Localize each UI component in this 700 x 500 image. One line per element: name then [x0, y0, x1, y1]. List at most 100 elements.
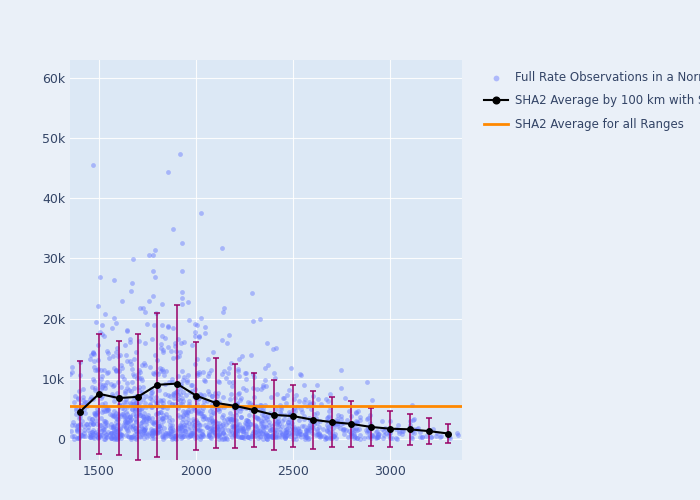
Full Rate Observations in a Normal Point — [301, 426, 312, 434]
Full Rate Observations in a Normal Point — [180, 418, 191, 426]
Full Rate Observations in a Normal Point — [88, 357, 99, 365]
Full Rate Observations in a Normal Point — [199, 376, 210, 384]
Full Rate Observations in a Normal Point — [172, 391, 183, 399]
Full Rate Observations in a Normal Point — [66, 364, 78, 372]
Full Rate Observations in a Normal Point — [267, 428, 279, 436]
Full Rate Observations in a Normal Point — [237, 404, 248, 412]
Full Rate Observations in a Normal Point — [153, 422, 164, 430]
Full Rate Observations in a Normal Point — [242, 433, 253, 441]
Full Rate Observations in a Normal Point — [164, 425, 175, 433]
Full Rate Observations in a Normal Point — [288, 424, 300, 432]
Full Rate Observations in a Normal Point — [280, 398, 291, 406]
Full Rate Observations in a Normal Point — [75, 410, 86, 418]
Full Rate Observations in a Normal Point — [260, 423, 271, 431]
Full Rate Observations in a Normal Point — [66, 368, 77, 376]
Full Rate Observations in a Normal Point — [110, 366, 121, 374]
Full Rate Observations in a Normal Point — [134, 427, 145, 435]
Full Rate Observations in a Normal Point — [225, 390, 237, 398]
Full Rate Observations in a Normal Point — [364, 411, 375, 419]
Full Rate Observations in a Normal Point — [111, 427, 122, 435]
Full Rate Observations in a Normal Point — [211, 418, 223, 426]
Full Rate Observations in a Normal Point — [332, 415, 343, 423]
Full Rate Observations in a Normal Point — [227, 416, 238, 424]
Full Rate Observations in a Normal Point — [282, 391, 293, 399]
Full Rate Observations in a Normal Point — [89, 378, 100, 386]
Full Rate Observations in a Normal Point — [169, 339, 181, 347]
Full Rate Observations in a Normal Point — [126, 360, 137, 368]
Full Rate Observations in a Normal Point — [135, 422, 146, 430]
Full Rate Observations in a Normal Point — [189, 328, 200, 336]
Full Rate Observations in a Normal Point — [252, 414, 263, 422]
Full Rate Observations in a Normal Point — [164, 429, 175, 437]
Full Rate Observations in a Normal Point — [202, 423, 213, 431]
Full Rate Observations in a Normal Point — [216, 420, 228, 428]
Full Rate Observations in a Normal Point — [258, 381, 269, 389]
Full Rate Observations in a Normal Point — [122, 432, 133, 440]
Full Rate Observations in a Normal Point — [223, 332, 235, 340]
Full Rate Observations in a Normal Point — [143, 431, 154, 439]
Full Rate Observations in a Normal Point — [128, 398, 139, 406]
Full Rate Observations in a Normal Point — [212, 405, 223, 413]
Full Rate Observations in a Normal Point — [121, 418, 132, 426]
Full Rate Observations in a Normal Point — [189, 430, 200, 438]
Full Rate Observations in a Normal Point — [262, 339, 273, 347]
Full Rate Observations in a Normal Point — [167, 390, 178, 398]
Full Rate Observations in a Normal Point — [249, 422, 260, 430]
Full Rate Observations in a Normal Point — [202, 355, 214, 363]
SHA2 Average by 100 km with STD — [444, 430, 453, 436]
Full Rate Observations in a Normal Point — [190, 332, 201, 340]
Full Rate Observations in a Normal Point — [146, 425, 157, 433]
Full Rate Observations in a Normal Point — [326, 434, 337, 442]
Full Rate Observations in a Normal Point — [168, 432, 179, 440]
Full Rate Observations in a Normal Point — [118, 398, 130, 406]
Full Rate Observations in a Normal Point — [299, 396, 310, 404]
Full Rate Observations in a Normal Point — [124, 399, 135, 407]
Full Rate Observations in a Normal Point — [119, 418, 130, 426]
Full Rate Observations in a Normal Point — [183, 400, 195, 407]
Full Rate Observations in a Normal Point — [242, 418, 253, 426]
Full Rate Observations in a Normal Point — [78, 432, 89, 440]
Full Rate Observations in a Normal Point — [107, 412, 118, 420]
Full Rate Observations in a Normal Point — [203, 388, 214, 396]
Full Rate Observations in a Normal Point — [298, 422, 309, 430]
Full Rate Observations in a Normal Point — [176, 394, 188, 402]
Full Rate Observations in a Normal Point — [202, 432, 214, 440]
Full Rate Observations in a Normal Point — [124, 412, 135, 420]
Full Rate Observations in a Normal Point — [170, 342, 181, 350]
Full Rate Observations in a Normal Point — [105, 380, 116, 388]
Full Rate Observations in a Normal Point — [167, 400, 178, 408]
Full Rate Observations in a Normal Point — [100, 431, 111, 439]
Full Rate Observations in a Normal Point — [139, 361, 150, 369]
Full Rate Observations in a Normal Point — [197, 426, 208, 434]
Full Rate Observations in a Normal Point — [199, 414, 211, 422]
Full Rate Observations in a Normal Point — [102, 405, 113, 413]
Full Rate Observations in a Normal Point — [230, 431, 241, 439]
Full Rate Observations in a Normal Point — [304, 414, 315, 422]
Full Rate Observations in a Normal Point — [206, 424, 217, 432]
Full Rate Observations in a Normal Point — [90, 366, 101, 374]
Full Rate Observations in a Normal Point — [138, 395, 149, 403]
Full Rate Observations in a Normal Point — [175, 432, 186, 440]
Full Rate Observations in a Normal Point — [188, 404, 199, 412]
Full Rate Observations in a Normal Point — [102, 347, 113, 355]
Full Rate Observations in a Normal Point — [188, 392, 199, 400]
Full Rate Observations in a Normal Point — [158, 348, 169, 356]
Full Rate Observations in a Normal Point — [136, 418, 147, 426]
Full Rate Observations in a Normal Point — [177, 432, 188, 440]
Full Rate Observations in a Normal Point — [130, 424, 141, 432]
Full Rate Observations in a Normal Point — [365, 422, 376, 430]
Full Rate Observations in a Normal Point — [129, 434, 140, 442]
Full Rate Observations in a Normal Point — [260, 364, 271, 372]
Full Rate Observations in a Normal Point — [294, 370, 305, 378]
Full Rate Observations in a Normal Point — [72, 426, 83, 434]
Full Rate Observations in a Normal Point — [398, 427, 409, 435]
Full Rate Observations in a Normal Point — [156, 300, 167, 308]
Full Rate Observations in a Normal Point — [97, 404, 108, 412]
Full Rate Observations in a Normal Point — [341, 416, 352, 424]
Full Rate Observations in a Normal Point — [208, 408, 219, 416]
Full Rate Observations in a Normal Point — [348, 420, 359, 428]
Full Rate Observations in a Normal Point — [211, 432, 223, 440]
Full Rate Observations in a Normal Point — [237, 352, 248, 360]
Full Rate Observations in a Normal Point — [122, 403, 133, 411]
Full Rate Observations in a Normal Point — [166, 420, 177, 428]
